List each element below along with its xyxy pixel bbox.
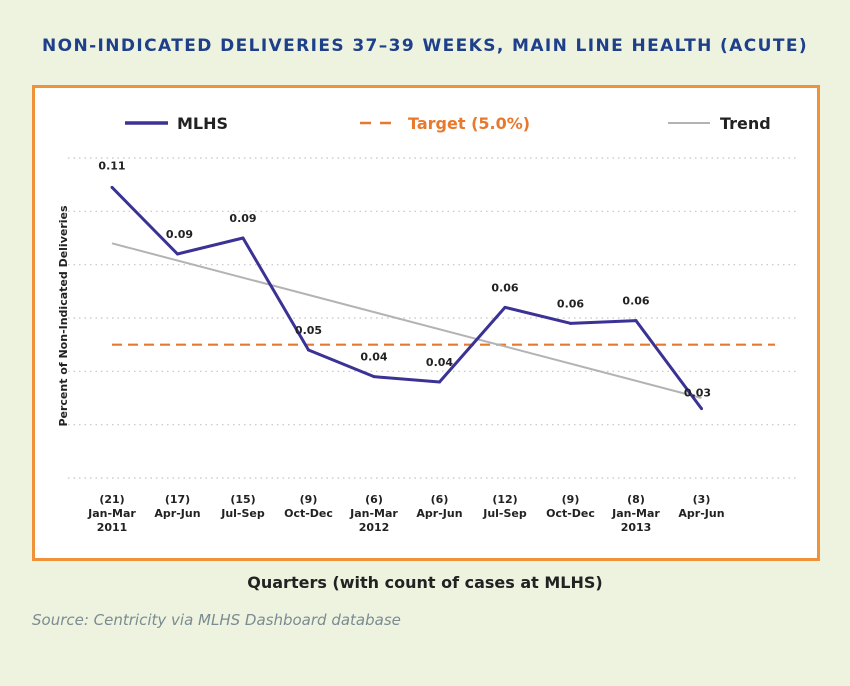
data-point [372, 375, 376, 379]
data-point [241, 236, 245, 240]
series-line-mlhs [110, 186, 703, 410]
source-note: Source: Centricity via MLHS Dashboard da… [32, 611, 401, 629]
x-tick-label: (3) Apr-Jun [678, 493, 724, 520]
x-tick-label: (8) Jan-Mar 2013 [611, 493, 660, 534]
chart-frame: Percent of Non-Indicated Deliveries MLHS T… [32, 85, 820, 561]
x-axis-title: Quarters (with count of cases at MLHS) [247, 573, 603, 592]
data-label: 0.09 [229, 212, 256, 225]
y-axis-title: Percent of Non-Indicated Deliveries [57, 205, 70, 427]
data-point [634, 319, 638, 323]
data-label: 0.04 [360, 351, 387, 364]
x-tick-label: (17) Apr-Jun [154, 493, 200, 520]
x-tick-label: (9) Oct-Dec [546, 493, 595, 520]
data-point [569, 321, 572, 325]
data-point [700, 407, 703, 411]
data-label: 0.09 [166, 228, 193, 241]
line-chart: Percent of Non-Indicated Deliveries MLHS T… [57, 114, 797, 534]
data-label: 0.06 [622, 295, 649, 308]
x-tick-label: (12) Jul-Sep [482, 493, 527, 520]
x-tick-label: (6) Apr-Jun [416, 493, 462, 520]
data-label: 0.05 [295, 324, 322, 337]
data-label: 0.06 [557, 297, 584, 310]
data-label: 0.03 [684, 387, 711, 400]
data-label: 0.06 [491, 281, 518, 294]
x-tick-label: (9) Oct-Dec [284, 493, 333, 520]
data-label: 0.11 [98, 159, 125, 172]
x-tick-label: (15) Jul-Sep [220, 493, 265, 520]
trend-line [111, 242, 702, 399]
legend-target-label: Target (5.0%) [408, 114, 530, 133]
data-point [176, 252, 179, 256]
data-label: 0.04 [426, 356, 453, 369]
data-point [110, 185, 114, 189]
x-tick-label: (6) Jan-Mar 2012 [349, 493, 398, 534]
chart-title: NON-INDICATED DELIVERIES 37–39 WEEKS, MA… [41, 36, 809, 56]
legend-trend-label: Trend [720, 114, 771, 133]
data-point [503, 305, 507, 309]
legend-mlhs-label: MLHS [177, 114, 228, 133]
data-point [438, 380, 441, 384]
x-tick-label: (21) Jan-Mar 2011 [87, 493, 136, 534]
data-point [307, 348, 310, 352]
